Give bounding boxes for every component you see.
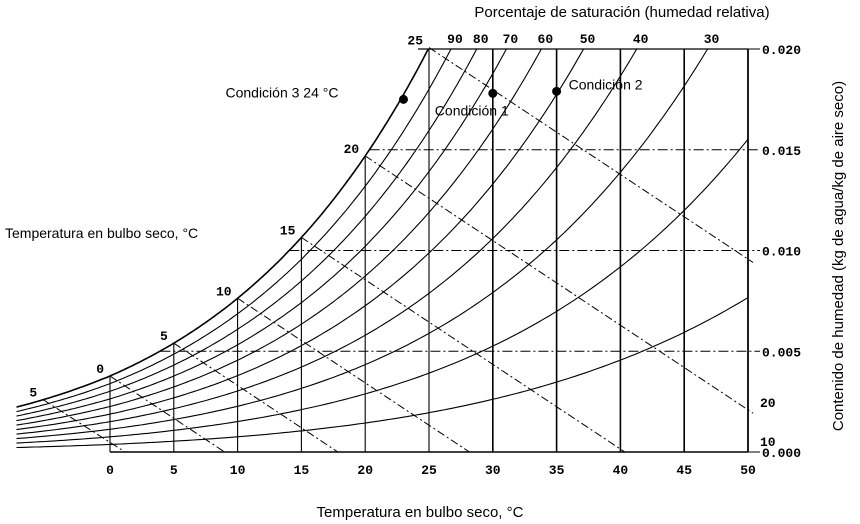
x-tick-label: 5 xyxy=(170,463,178,478)
x-tick-label: 40 xyxy=(613,463,629,478)
saturation-tick-label: 30 xyxy=(704,32,720,47)
condition-label: Condición 3 24 °C xyxy=(225,84,338,100)
right-wet-bulb-label: 10 xyxy=(760,435,776,450)
condition-point xyxy=(552,87,561,96)
wet-bulb-label: 10 xyxy=(216,284,232,299)
wet-bulb-axis-label: Temperatura en bulbo seco, °C xyxy=(5,225,198,241)
x-tick-label: 25 xyxy=(421,463,437,478)
x-tick-label: 45 xyxy=(676,463,692,478)
condition-point xyxy=(399,95,408,104)
chart-title: Porcentaje de saturación (humedad relati… xyxy=(474,4,769,21)
y-tick-label: 0.005 xyxy=(762,345,801,360)
x-tick-label: 30 xyxy=(485,463,501,478)
labels-layer: 0 5 10 15 20 25 30 35 40 45 500.0000.0050.0100.015… xyxy=(29,32,801,478)
saturation-tick-label: 60 xyxy=(538,32,554,47)
x-tick-label: 0 xyxy=(106,463,114,478)
x-tick-label: 10 xyxy=(230,463,246,478)
wet-bulb-label: 20 xyxy=(344,142,360,157)
y-tick-label: 0.015 xyxy=(762,144,801,159)
saturation-tick-label: 70 xyxy=(503,32,519,47)
x-tick-label: 35 xyxy=(549,463,565,478)
curves-layer xyxy=(17,49,749,448)
y-axis-label: Contenido de humedad (kg de agua/kg de a… xyxy=(830,81,847,431)
saturation-tick-label: 90 xyxy=(447,32,463,47)
wet-bulb-label: 15 xyxy=(280,223,296,238)
rh-curve-10 xyxy=(17,298,749,448)
condition-point xyxy=(488,89,497,98)
wet-bulb-label: 5 xyxy=(160,329,168,344)
condition-label: Condición 1 xyxy=(435,102,509,118)
condition-label: Condición 2 xyxy=(569,76,643,92)
wet-bulb-line xyxy=(301,237,624,452)
x-tick-label: 15 xyxy=(294,463,310,478)
x-axis-label: Temperatura en bulbo seco, °C xyxy=(317,504,524,521)
wet-bulb-label: 5 xyxy=(29,386,37,401)
saturation-tick-label: 40 xyxy=(633,32,649,47)
saturation-tick-label: 50 xyxy=(580,32,596,47)
grid-layer xyxy=(43,48,760,452)
x-tick-label: 20 xyxy=(357,463,373,478)
wet-bulb-label: 0 xyxy=(96,362,104,377)
rh-curve-30 xyxy=(17,49,708,439)
x-tick-label: 50 xyxy=(740,463,756,478)
y-tick-label: 0.020 xyxy=(762,43,801,58)
wet-bulb-line xyxy=(238,298,470,452)
wet-bulb-label: 25 xyxy=(407,34,423,49)
y-tick-label: 0.010 xyxy=(762,245,801,260)
right-wet-bulb-label: 20 xyxy=(760,396,776,411)
saturation-tick-label: 80 xyxy=(473,32,489,47)
